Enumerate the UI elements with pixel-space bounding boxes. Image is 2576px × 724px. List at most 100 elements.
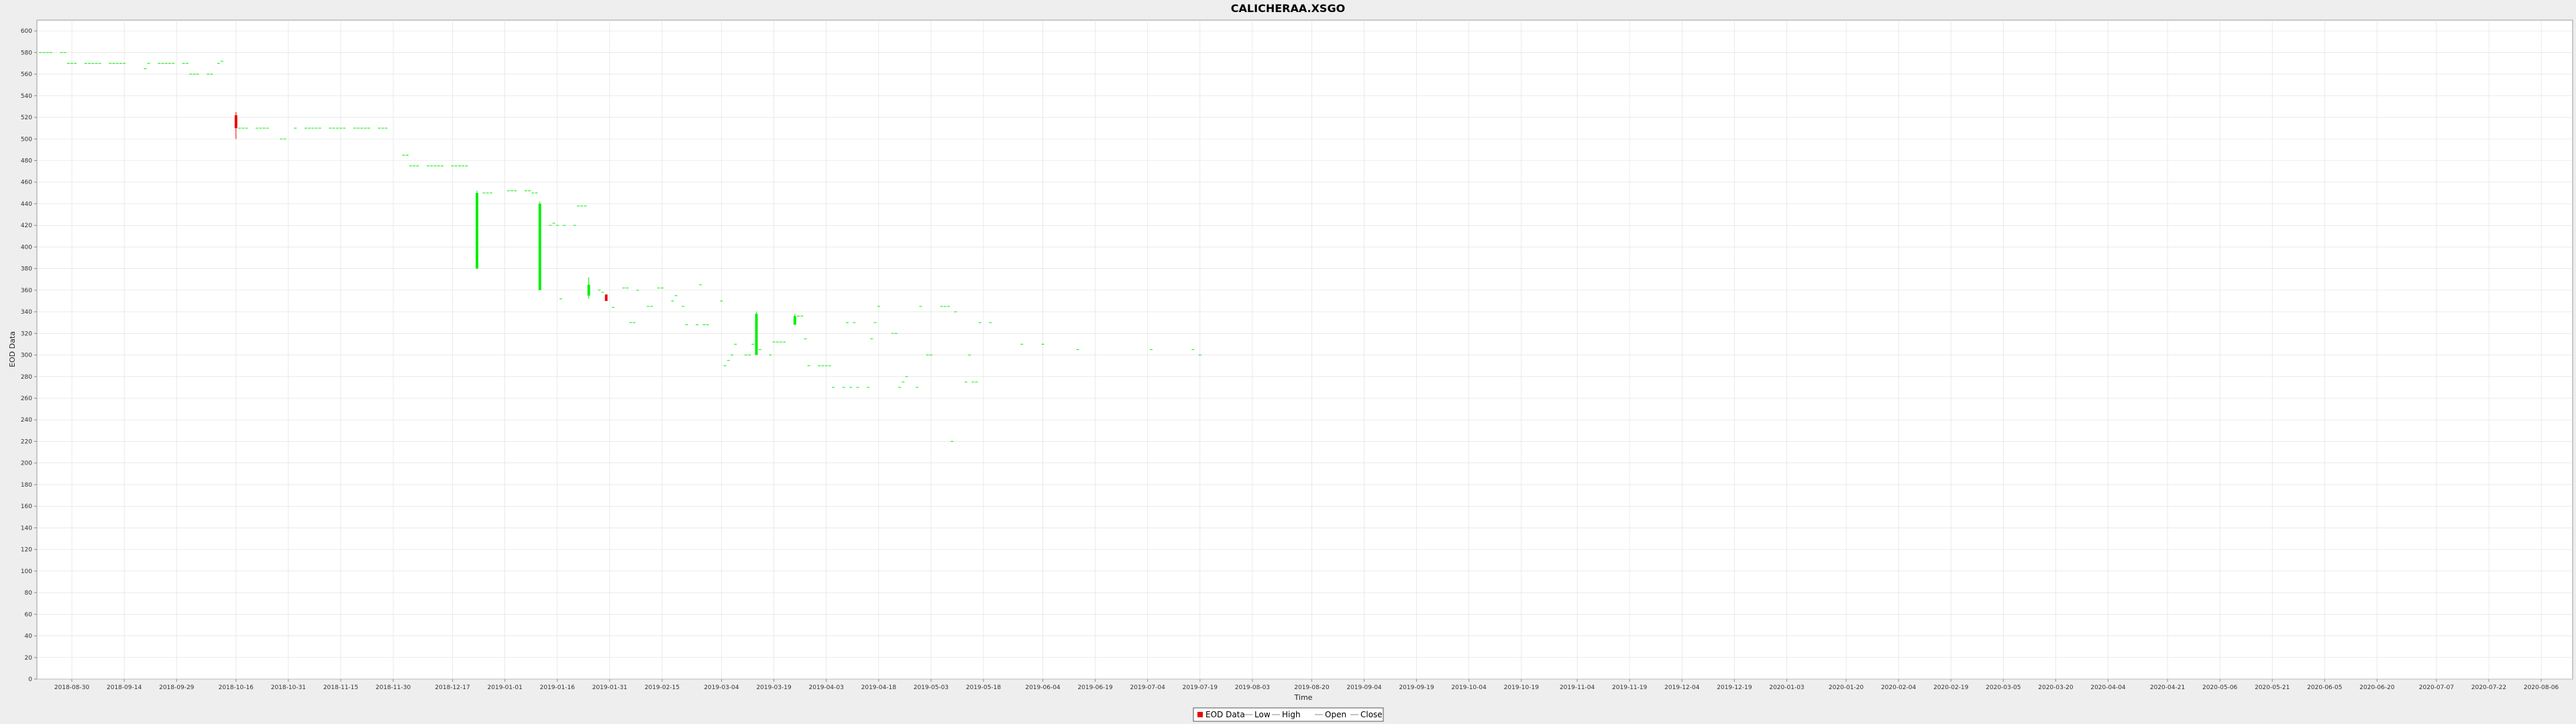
candle-body (311, 127, 315, 129)
candle-body (671, 300, 674, 302)
x-axis: 2018-08-30 2018-09-14 2018-09-29 2018-10-16… (54, 679, 2559, 691)
candle-body (514, 190, 517, 192)
candle (549, 225, 552, 226)
candle-body (780, 341, 782, 343)
candle-body (39, 52, 42, 53)
x-tick-label: 2020-03-05 (1986, 684, 2021, 691)
x-tick-label: 2020-06-20 (2359, 684, 2395, 691)
y-tick-label: 200 (21, 461, 32, 467)
x-tick-label: 2019-02-15 (645, 684, 680, 691)
candle-body (947, 306, 950, 307)
candle (42, 52, 46, 53)
plot-area (36, 19, 2573, 680)
y-tick-label: 460 (21, 180, 32, 186)
candle-body (1041, 343, 1044, 345)
x-tick-label: 2019-09-04 (1346, 684, 1382, 691)
candle (919, 306, 922, 307)
candle-body (84, 62, 87, 64)
x-tick-label: 2020-02-19 (1933, 684, 1969, 691)
candle (702, 324, 706, 325)
candle (699, 284, 702, 286)
candle-body (506, 190, 510, 192)
candle-body (538, 203, 541, 290)
candle-body (685, 324, 688, 325)
candle-body (723, 365, 727, 367)
candle (629, 322, 633, 323)
candle-body (699, 284, 702, 286)
candle (115, 62, 119, 64)
candle-body (535, 192, 538, 194)
candle-body (144, 68, 147, 70)
candle-body (633, 322, 636, 323)
candle (535, 192, 538, 194)
candle-body (256, 127, 258, 129)
x-tick-label: 2019-03-04 (704, 684, 739, 691)
candle (405, 154, 409, 156)
candle-body (783, 341, 786, 343)
candle-body (559, 298, 562, 300)
candle-body (42, 52, 46, 53)
candle-body (755, 314, 758, 355)
candle-body (66, 62, 70, 64)
candle (943, 306, 947, 307)
candle (217, 62, 220, 64)
candle (758, 349, 761, 350)
legend-box (1193, 707, 1384, 722)
candle (978, 322, 981, 323)
x-tick-label: 2019-11-19 (1612, 684, 1648, 691)
candle-body (905, 376, 908, 377)
x-tick-label: 2019-10-19 (1504, 684, 1540, 691)
candle (119, 62, 122, 64)
candle-body (807, 365, 810, 367)
candle (531, 192, 535, 194)
y-tick-label: 220 (21, 438, 32, 445)
candle-body (217, 62, 220, 64)
grid (37, 20, 2573, 680)
candle-body (234, 115, 237, 129)
candle (751, 343, 755, 345)
candle-body (793, 316, 796, 325)
candle-body (329, 127, 332, 129)
candle (601, 292, 604, 293)
candle (294, 127, 297, 129)
candle-body (682, 306, 685, 307)
candle (315, 127, 318, 129)
candle (84, 62, 87, 64)
candle (220, 60, 223, 62)
candle-body (119, 62, 122, 64)
candle-body (46, 52, 49, 53)
candle-body (109, 62, 112, 64)
candle-body (308, 127, 311, 129)
y-tick-label: 20 (25, 655, 33, 662)
candle-body (259, 127, 262, 129)
x-tick-label: 2019-06-04 (1025, 684, 1061, 691)
candle-body (1076, 349, 1079, 350)
candle-body (528, 190, 531, 192)
candle-body (940, 306, 943, 307)
y-axis: 0 20 40 60 80 100 120 140 160 180 200 220 240 260 280 3… (21, 28, 37, 683)
candle-body (951, 440, 954, 442)
candle-body (88, 62, 91, 64)
candle-body (612, 307, 615, 308)
legend-entry-eod: EOD Data (1205, 710, 1245, 719)
candle (95, 62, 98, 64)
x-tick-label: 2018-09-14 (107, 684, 142, 691)
y-tick-label: 340 (21, 309, 32, 316)
candle-body (758, 349, 761, 350)
candle-body (720, 300, 723, 302)
candle (402, 154, 405, 156)
candle-body (965, 381, 967, 383)
candle (775, 341, 779, 343)
x-tick-label: 2019-09-19 (1399, 684, 1434, 691)
candle-body (877, 306, 880, 307)
candle-body (115, 62, 119, 64)
y-tick-label: 240 (21, 417, 32, 424)
x-tick-label: 2019-05-03 (914, 684, 949, 691)
candle (109, 62, 112, 64)
candle-body (549, 225, 552, 226)
candle (185, 62, 189, 64)
candle (46, 52, 49, 53)
candle-body (482, 192, 486, 194)
candle (266, 127, 269, 129)
x-tick-label: 2019-04-18 (861, 684, 897, 691)
